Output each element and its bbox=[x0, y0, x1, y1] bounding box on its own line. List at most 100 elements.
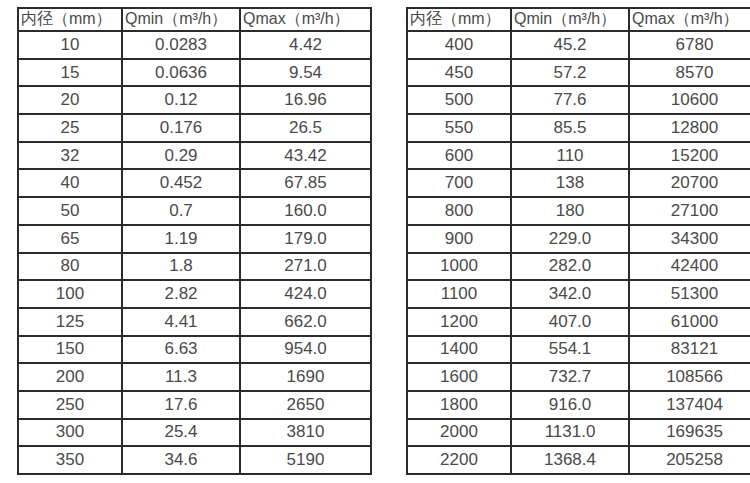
table-cell: 4.41 bbox=[122, 308, 240, 336]
table-cell: 5190 bbox=[240, 446, 371, 474]
table-row: 40045.26780 bbox=[407, 31, 750, 59]
column-header-diameter: 内径（mm） bbox=[18, 8, 122, 31]
table-row: 200.1216.96 bbox=[18, 86, 371, 114]
table-cell: 550 bbox=[407, 114, 511, 142]
table-cell: 25 bbox=[18, 114, 122, 142]
table-row: 500.7160.0 bbox=[18, 197, 371, 225]
table-cell: 11.3 bbox=[122, 363, 240, 391]
table-cell: 424.0 bbox=[240, 280, 371, 308]
table-cell: 400 bbox=[407, 31, 511, 59]
table-cell: 80 bbox=[18, 253, 122, 281]
column-header-qmax: Qmax（m³/h） bbox=[240, 8, 371, 31]
table-cell: 125 bbox=[18, 308, 122, 336]
table-cell: 12800 bbox=[629, 114, 750, 142]
table-cell: 150 bbox=[18, 336, 122, 364]
table-cell: 25.4 bbox=[122, 419, 240, 447]
table-cell: 1.8 bbox=[122, 253, 240, 281]
table-cell: 1100 bbox=[407, 280, 511, 308]
table-cell: 916.0 bbox=[511, 391, 629, 419]
table-cell: 500 bbox=[407, 86, 511, 114]
table-row: 60011015200 bbox=[407, 142, 750, 170]
table-row: 150.06369.54 bbox=[18, 59, 371, 87]
table-cell: 0.176 bbox=[122, 114, 240, 142]
table-cell: 554.1 bbox=[511, 336, 629, 364]
table-cell: 2.82 bbox=[122, 280, 240, 308]
table-cell: 450 bbox=[407, 59, 511, 87]
table-cell: 32 bbox=[18, 142, 122, 170]
table-row: 1002.82424.0 bbox=[18, 280, 371, 308]
table-cell: 160.0 bbox=[240, 197, 371, 225]
table-cell: 282.0 bbox=[511, 253, 629, 281]
column-header-qmin: Qmin（m³/h） bbox=[122, 8, 240, 31]
table-cell: 85.5 bbox=[511, 114, 629, 142]
table-cell: 1000 bbox=[407, 253, 511, 281]
table-row: 100.02834.42 bbox=[18, 31, 371, 59]
table-cell: 250 bbox=[18, 391, 122, 419]
table-cell: 43.42 bbox=[240, 142, 371, 170]
table-cell: 100 bbox=[18, 280, 122, 308]
table-cell: 350 bbox=[18, 446, 122, 474]
table-cell: 9.54 bbox=[240, 59, 371, 87]
table-header: 内径（mm） Qmin（m³/h） Qmax（m³/h） bbox=[407, 8, 750, 31]
table-row: 250.17626.5 bbox=[18, 114, 371, 142]
table-cell: 0.12 bbox=[122, 86, 240, 114]
table-row: 1800916.0137404 bbox=[407, 391, 750, 419]
table-row: 55085.512800 bbox=[407, 114, 750, 142]
table-cell: 900 bbox=[407, 225, 511, 253]
table-row: 25017.62650 bbox=[18, 391, 371, 419]
table-header: 内径（mm） Qmin（m³/h） Qmax（m³/h） bbox=[18, 8, 371, 31]
table-cell: 2200 bbox=[407, 446, 511, 474]
table-cell: 34.6 bbox=[122, 446, 240, 474]
table-row: 30025.43810 bbox=[18, 419, 371, 447]
table-cell: 179.0 bbox=[240, 225, 371, 253]
table-cell: 45.2 bbox=[511, 31, 629, 59]
table-cell: 50 bbox=[18, 197, 122, 225]
table-cell: 10 bbox=[18, 31, 122, 59]
table-cell: 40 bbox=[18, 169, 122, 197]
table-cell: 8570 bbox=[629, 59, 750, 87]
table-row: 1200407.061000 bbox=[407, 308, 750, 336]
table-cell: 10600 bbox=[629, 86, 750, 114]
table-cell: 110 bbox=[511, 142, 629, 170]
table-body: 100.02834.42150.06369.54200.1216.96250.1… bbox=[18, 31, 371, 474]
table-cell: 1200 bbox=[407, 308, 511, 336]
column-header-diameter: 内径（mm） bbox=[407, 8, 511, 31]
table-cell: 2650 bbox=[240, 391, 371, 419]
table-cell: 3810 bbox=[240, 419, 371, 447]
table-cell: 180 bbox=[511, 197, 629, 225]
column-header-qmax: Qmax（m³/h） bbox=[629, 8, 750, 31]
table-row: 651.19179.0 bbox=[18, 225, 371, 253]
table-cell: 83121 bbox=[629, 336, 750, 364]
table-cell: 4.42 bbox=[240, 31, 371, 59]
table-row: 801.8271.0 bbox=[18, 253, 371, 281]
table-cell: 20 bbox=[18, 86, 122, 114]
table-cell: 67.85 bbox=[240, 169, 371, 197]
spec-tables-container: 内径（mm） Qmin（m³/h） Qmax（m³/h） 100.02834.4… bbox=[0, 0, 750, 475]
table-cell: 2000 bbox=[407, 419, 511, 447]
spec-table-small-diameters: 内径（mm） Qmin（m³/h） Qmax（m³/h） 100.02834.4… bbox=[17, 7, 372, 475]
header-row: 内径（mm） Qmin（m³/h） Qmax（m³/h） bbox=[407, 8, 750, 31]
table-row: 22001368.4205258 bbox=[407, 446, 750, 474]
table-cell: 169635 bbox=[629, 419, 750, 447]
spec-table-large-diameters: 内径（mm） Qmin（m³/h） Qmax（m³/h） 40045.26780… bbox=[406, 7, 750, 475]
table-body: 40045.2678045057.2857050077.61060055085.… bbox=[407, 31, 750, 474]
table-cell: 34300 bbox=[629, 225, 750, 253]
table-row: 320.2943.42 bbox=[18, 142, 371, 170]
table-cell: 407.0 bbox=[511, 308, 629, 336]
table-cell: 1368.4 bbox=[511, 446, 629, 474]
table-cell: 16.96 bbox=[240, 86, 371, 114]
table-row: 80018027100 bbox=[407, 197, 750, 225]
table-row: 35034.65190 bbox=[18, 446, 371, 474]
table-cell: 6.63 bbox=[122, 336, 240, 364]
table-row: 1506.63954.0 bbox=[18, 336, 371, 364]
table-cell: 137404 bbox=[629, 391, 750, 419]
table-row: 45057.28570 bbox=[407, 59, 750, 87]
table-cell: 108566 bbox=[629, 363, 750, 391]
table-row: 1254.41662.0 bbox=[18, 308, 371, 336]
table-cell: 342.0 bbox=[511, 280, 629, 308]
table-cell: 0.7 bbox=[122, 197, 240, 225]
table-cell: 229.0 bbox=[511, 225, 629, 253]
table-cell: 6780 bbox=[629, 31, 750, 59]
table-cell: 200 bbox=[18, 363, 122, 391]
table-cell: 271.0 bbox=[240, 253, 371, 281]
